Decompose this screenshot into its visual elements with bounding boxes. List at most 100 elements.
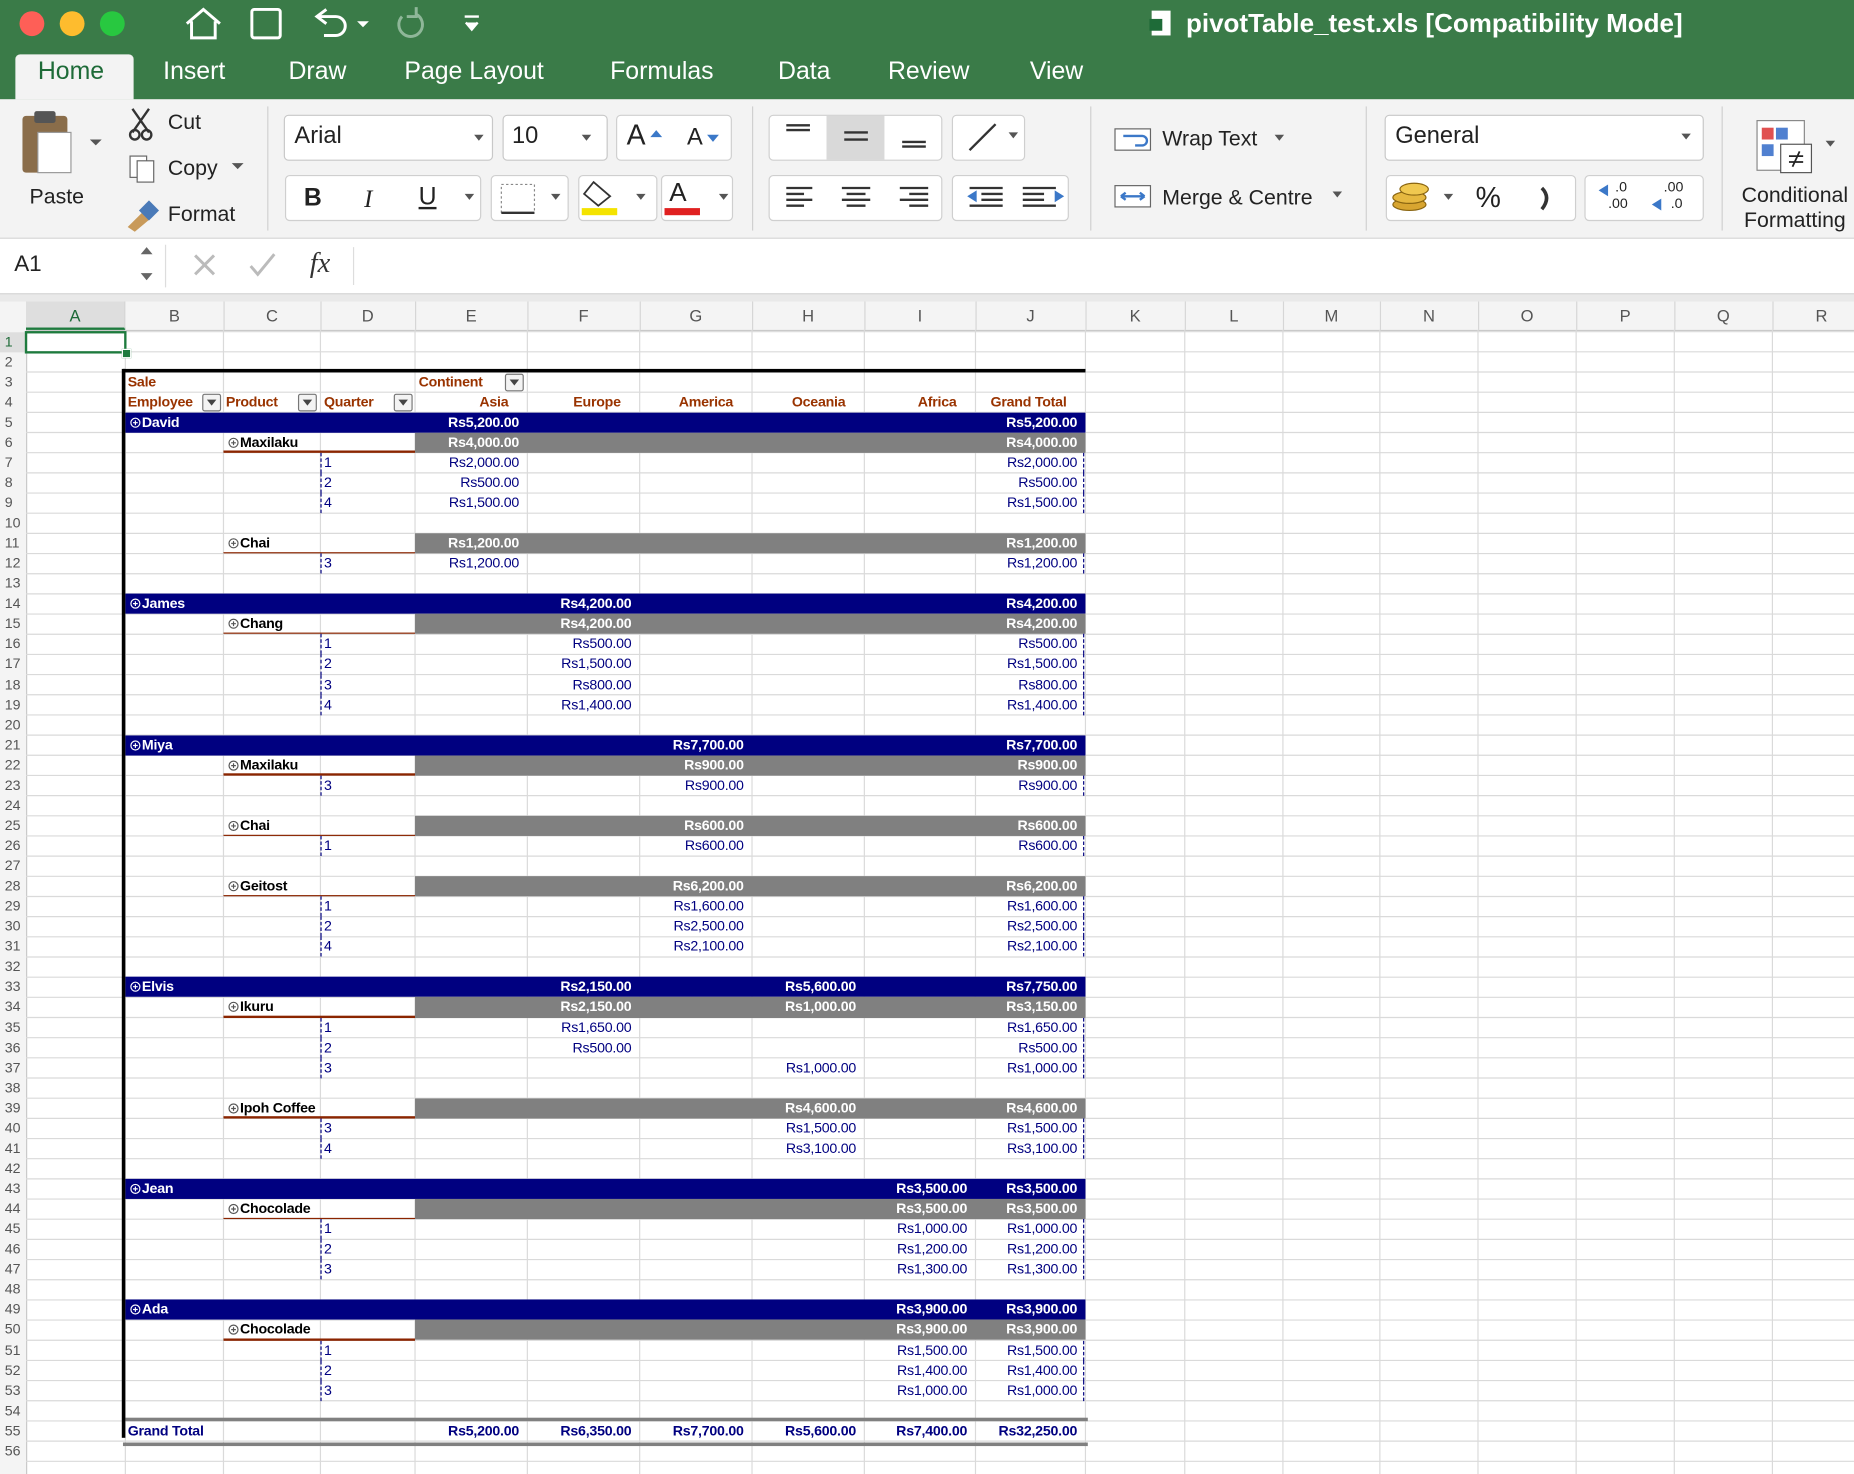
decrease-decimal-top[interactable]: .00 — [1663, 178, 1684, 196]
ribbon-tab[interactable]: Formulas — [610, 57, 714, 86]
indent-buttons[interactable] — [951, 174, 1069, 222]
row-header[interactable]: 24 — [4, 796, 21, 814]
decimal-buttons[interactable] — [1584, 174, 1704, 222]
italic-button[interactable]: I — [364, 184, 373, 213]
row-header[interactable]: 32 — [4, 958, 21, 975]
row-header[interactable]: 26 — [4, 837, 21, 854]
increase-decimal-top[interactable]: .0 — [1615, 178, 1628, 196]
expand-icon[interactable] — [130, 417, 141, 428]
fill-handle[interactable] — [121, 348, 132, 358]
column-header[interactable]: P — [1576, 301, 1676, 330]
row-header[interactable]: 30 — [4, 917, 21, 935]
bold-button[interactable]: B — [303, 184, 322, 212]
row-header[interactable]: 52 — [4, 1361, 21, 1379]
row-header[interactable]: 35 — [4, 1018, 21, 1036]
expand-icon[interactable] — [228, 881, 239, 892]
ribbon-tab[interactable]: Data — [778, 57, 831, 86]
expand-icon[interactable] — [130, 982, 141, 993]
ribbon-tab[interactable]: Insert — [163, 57, 226, 86]
row-header[interactable]: 36 — [4, 1038, 21, 1056]
column-header[interactable]: R — [1772, 302, 1854, 330]
column-header[interactable]: G — [640, 301, 754, 330]
save-icon[interactable] — [250, 7, 282, 40]
undo-icon[interactable] — [314, 8, 347, 37]
row-header[interactable]: 29 — [4, 897, 21, 915]
row-header[interactable]: 51 — [4, 1341, 21, 1358]
zoom-button[interactable] — [99, 11, 125, 37]
row-header[interactable]: 13 — [4, 574, 21, 592]
paste-icon[interactable] — [17, 109, 112, 180]
row-header[interactable]: 47 — [4, 1260, 21, 1278]
row-header[interactable]: 11 — [4, 534, 20, 552]
orientation-button[interactable] — [951, 114, 1026, 161]
filter-dropdown[interactable] — [504, 373, 524, 392]
expand-icon[interactable] — [228, 1002, 239, 1013]
horizontal-align[interactable] — [768, 174, 943, 222]
row-header[interactable]: 55 — [4, 1422, 21, 1439]
row-header[interactable]: 25 — [4, 816, 21, 834]
minimize-button[interactable] — [59, 11, 85, 37]
row-header[interactable]: 5 — [4, 413, 13, 431]
expand-icon[interactable] — [228, 437, 239, 448]
ribbon-tab[interactable]: Review — [887, 57, 970, 86]
copy-label[interactable]: Copy — [167, 156, 218, 180]
row-header[interactable]: 50 — [4, 1321, 21, 1338]
expand-icon[interactable] — [228, 619, 239, 630]
column-header[interactable]: O — [1478, 301, 1578, 330]
column-header[interactable]: L — [1185, 301, 1285, 330]
expand-icon[interactable] — [228, 820, 239, 832]
decrease-decimal-bottom[interactable]: .0 — [1670, 195, 1683, 212]
row-header[interactable]: 40 — [4, 1119, 21, 1137]
column-header[interactable]: F — [527, 301, 641, 330]
row-header[interactable]: 20 — [4, 716, 21, 733]
row-header[interactable]: 14 — [4, 595, 21, 612]
style-buttons[interactable] — [284, 174, 482, 222]
row-header[interactable]: 54 — [4, 1401, 21, 1419]
column-header[interactable]: A — [26, 301, 126, 330]
filter-dropdown[interactable] — [297, 393, 317, 412]
selected-cell[interactable] — [24, 330, 127, 354]
expand-icon[interactable] — [228, 538, 239, 549]
number-format-box[interactable] — [1384, 114, 1704, 161]
expand-icon[interactable] — [130, 1183, 141, 1195]
row-header[interactable]: 2 — [4, 353, 13, 370]
wrap-text-label[interactable]: Wrap Text — [1162, 126, 1258, 151]
merge-label[interactable]: Merge & Centre — [1162, 185, 1313, 210]
font-color-glyph[interactable]: A — [669, 177, 687, 207]
column-header[interactable]: M — [1283, 301, 1382, 330]
undo-menu[interactable] — [357, 21, 369, 28]
row-header[interactable]: 44 — [4, 1200, 21, 1217]
name-box[interactable]: A1 — [14, 251, 42, 277]
percent-button[interactable]: % — [1475, 182, 1501, 215]
row-header[interactable]: 9 — [4, 494, 13, 511]
filter-dropdown[interactable] — [202, 393, 222, 412]
row-header[interactable]: 19 — [4, 695, 21, 713]
font-name[interactable]: Arial — [294, 122, 342, 149]
conditional-formatting-label[interactable]: Conditional Formatting — [1741, 183, 1849, 232]
column-header[interactable]: E — [415, 301, 529, 330]
row-header[interactable]: 45 — [4, 1220, 21, 1237]
increase-decimal-bottom[interactable]: .00 — [1608, 195, 1628, 212]
row-header[interactable]: 8 — [4, 474, 13, 491]
row-header[interactable]: 37 — [4, 1059, 21, 1076]
row-header[interactable]: 1 — [0, 331, 27, 352]
underline-button[interactable]: U — [418, 183, 437, 211]
expand-icon[interactable] — [228, 1325, 239, 1336]
row-header[interactable]: 49 — [4, 1301, 21, 1318]
row-header[interactable]: 31 — [4, 937, 21, 955]
column-header[interactable]: B — [125, 301, 225, 330]
column-header[interactable]: C — [223, 301, 322, 330]
row-header[interactable]: 41 — [4, 1139, 21, 1157]
row-header[interactable]: 28 — [4, 877, 21, 895]
row-header[interactable]: 4 — [4, 393, 13, 410]
expand-icon[interactable] — [130, 598, 141, 610]
fx-button[interactable]: fx — [309, 248, 331, 280]
row-header[interactable]: 23 — [4, 776, 21, 794]
format-label[interactable]: Format — [167, 202, 236, 226]
row-header[interactable]: 27 — [4, 857, 21, 874]
cut-label[interactable]: Cut — [167, 109, 202, 134]
ribbon-tab[interactable]: Draw — [288, 57, 347, 86]
row-header[interactable]: 38 — [4, 1079, 21, 1096]
font-size[interactable]: 10 — [511, 122, 539, 149]
row-header[interactable]: 42 — [4, 1159, 21, 1177]
